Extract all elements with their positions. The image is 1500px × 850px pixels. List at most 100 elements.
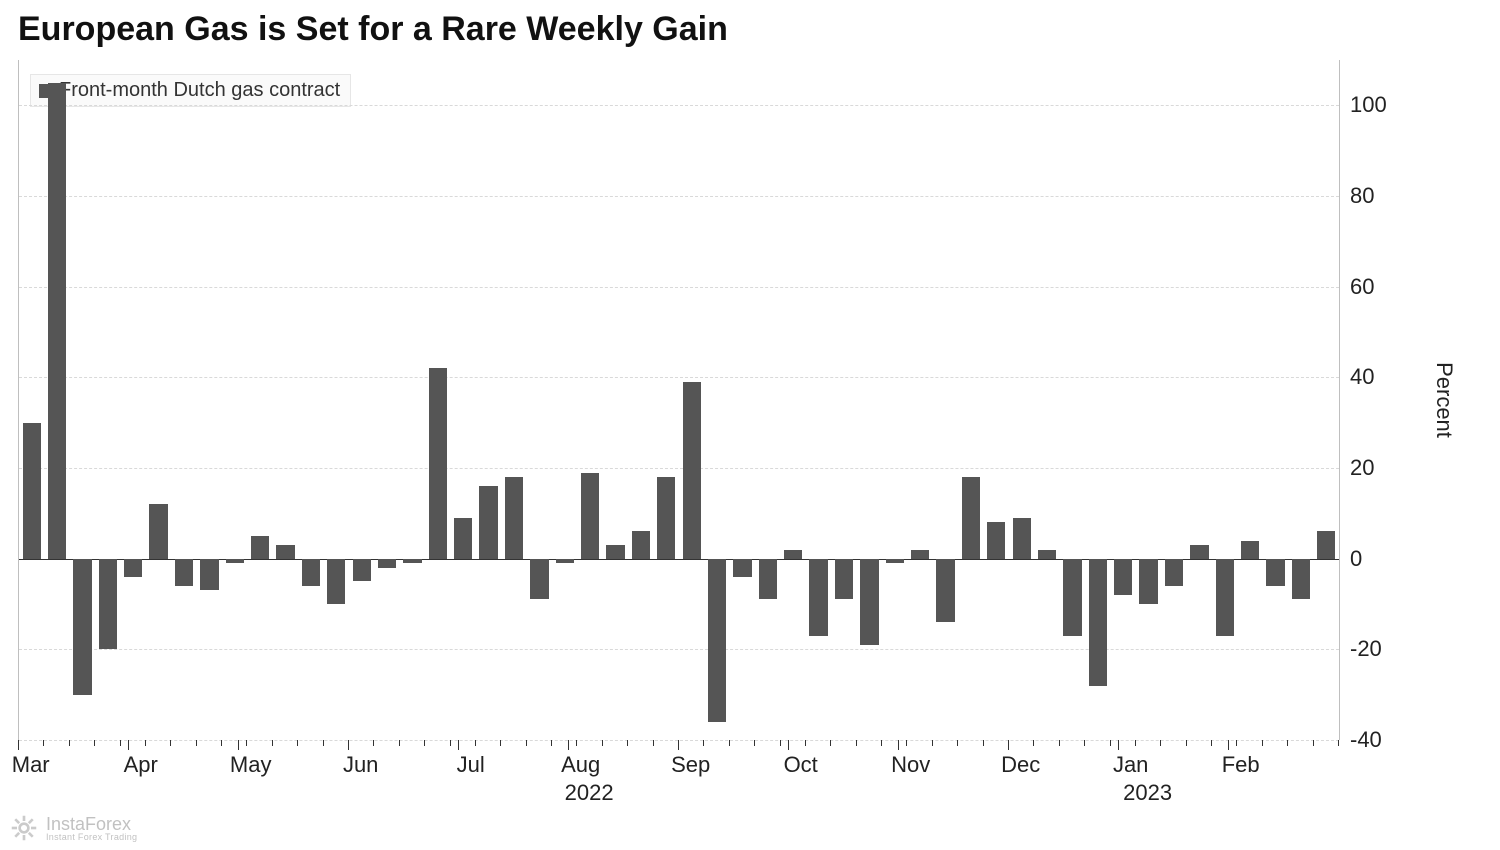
y-gridline <box>19 196 1339 197</box>
x-tick <box>69 740 70 746</box>
bar <box>1241 541 1259 559</box>
x-tick <box>120 740 121 746</box>
x-month-label: Jun <box>343 752 378 778</box>
bar <box>429 368 447 558</box>
bar <box>683 382 701 559</box>
bar <box>302 559 320 586</box>
y-tick-label: 60 <box>1350 274 1374 300</box>
x-tick <box>1236 740 1237 746</box>
bar <box>886 559 904 564</box>
x-tick <box>703 740 704 746</box>
watermark-brand: InstaForex <box>46 815 137 833</box>
bar <box>1190 545 1208 559</box>
bar <box>327 559 345 604</box>
bar <box>73 559 91 695</box>
x-tick <box>1059 740 1060 746</box>
y-tick-label: 40 <box>1350 364 1374 390</box>
x-tick <box>323 740 324 746</box>
y-tick-label: 20 <box>1350 455 1374 481</box>
x-month-label: Jan <box>1113 752 1148 778</box>
bar <box>911 550 929 559</box>
x-tick <box>576 740 577 746</box>
x-month-tick <box>788 740 789 750</box>
y-tick-label: 100 <box>1350 92 1387 118</box>
y-axis-title: Percent <box>1431 362 1457 438</box>
bar <box>987 522 1005 558</box>
x-month-label: Dec <box>1001 752 1040 778</box>
plot-area <box>18 60 1340 740</box>
x-tick <box>1160 740 1161 746</box>
x-tick <box>906 740 907 746</box>
bar <box>149 504 167 558</box>
bar <box>936 559 954 622</box>
x-tick <box>602 740 603 746</box>
bar <box>835 559 853 600</box>
x-tick <box>94 740 95 746</box>
y-gridline <box>19 377 1339 378</box>
y-gridline <box>19 287 1339 288</box>
bar <box>200 559 218 591</box>
watermark-sub: Instant Forex Trading <box>46 833 137 842</box>
x-tick <box>881 740 882 746</box>
x-month-label: Nov <box>891 752 930 778</box>
bar <box>556 559 574 564</box>
x-tick <box>856 740 857 746</box>
y-gridline <box>19 649 1339 650</box>
x-tick <box>1287 740 1288 746</box>
x-tick <box>450 740 451 746</box>
x-tick <box>1338 740 1339 746</box>
x-month-tick <box>1118 740 1119 750</box>
bar <box>1063 559 1081 636</box>
x-tick <box>170 740 171 746</box>
bar <box>505 477 523 559</box>
bar <box>1317 531 1335 558</box>
y-tick-label: 0 <box>1350 546 1362 572</box>
bar <box>48 83 66 559</box>
x-tick <box>653 740 654 746</box>
bar <box>1266 559 1284 586</box>
x-tick <box>805 740 806 746</box>
x-tick <box>43 740 44 746</box>
bar <box>1216 559 1234 636</box>
bar <box>226 559 244 564</box>
bar <box>175 559 193 586</box>
x-tick <box>1313 740 1314 746</box>
x-month-label: Aug <box>561 752 600 778</box>
x-month-label: May <box>230 752 272 778</box>
bar <box>1292 559 1310 600</box>
bar <box>23 423 41 559</box>
bar <box>1139 559 1157 604</box>
x-tick <box>373 740 374 746</box>
x-tick <box>830 740 831 746</box>
x-month-tick <box>238 740 239 750</box>
x-month-tick <box>568 740 569 750</box>
y-tick-label: -40 <box>1350 727 1382 753</box>
x-tick <box>1186 740 1187 746</box>
bar <box>962 477 980 559</box>
x-tick <box>1033 740 1034 746</box>
bar <box>784 550 802 559</box>
x-month-label: Oct <box>784 752 818 778</box>
bar <box>860 559 878 645</box>
bar <box>99 559 117 650</box>
x-month-tick <box>458 740 459 750</box>
x-tick <box>272 740 273 746</box>
x-month-tick <box>18 740 19 750</box>
gear-icon <box>10 814 38 842</box>
x-tick <box>551 740 552 746</box>
x-tick <box>780 740 781 746</box>
bar <box>479 486 497 559</box>
x-tick <box>957 740 958 746</box>
x-month-tick <box>1008 740 1009 750</box>
bar <box>1038 550 1056 559</box>
watermark: InstaForex Instant Forex Trading <box>10 814 137 842</box>
x-month-label: Jul <box>457 752 485 778</box>
bar <box>606 545 624 559</box>
x-month-label: Feb <box>1222 752 1260 778</box>
x-tick <box>500 740 501 746</box>
bar <box>581 473 599 559</box>
x-tick <box>1084 740 1085 746</box>
x-month-tick <box>898 740 899 750</box>
x-month-tick <box>1228 740 1229 750</box>
x-month-tick <box>128 740 129 750</box>
